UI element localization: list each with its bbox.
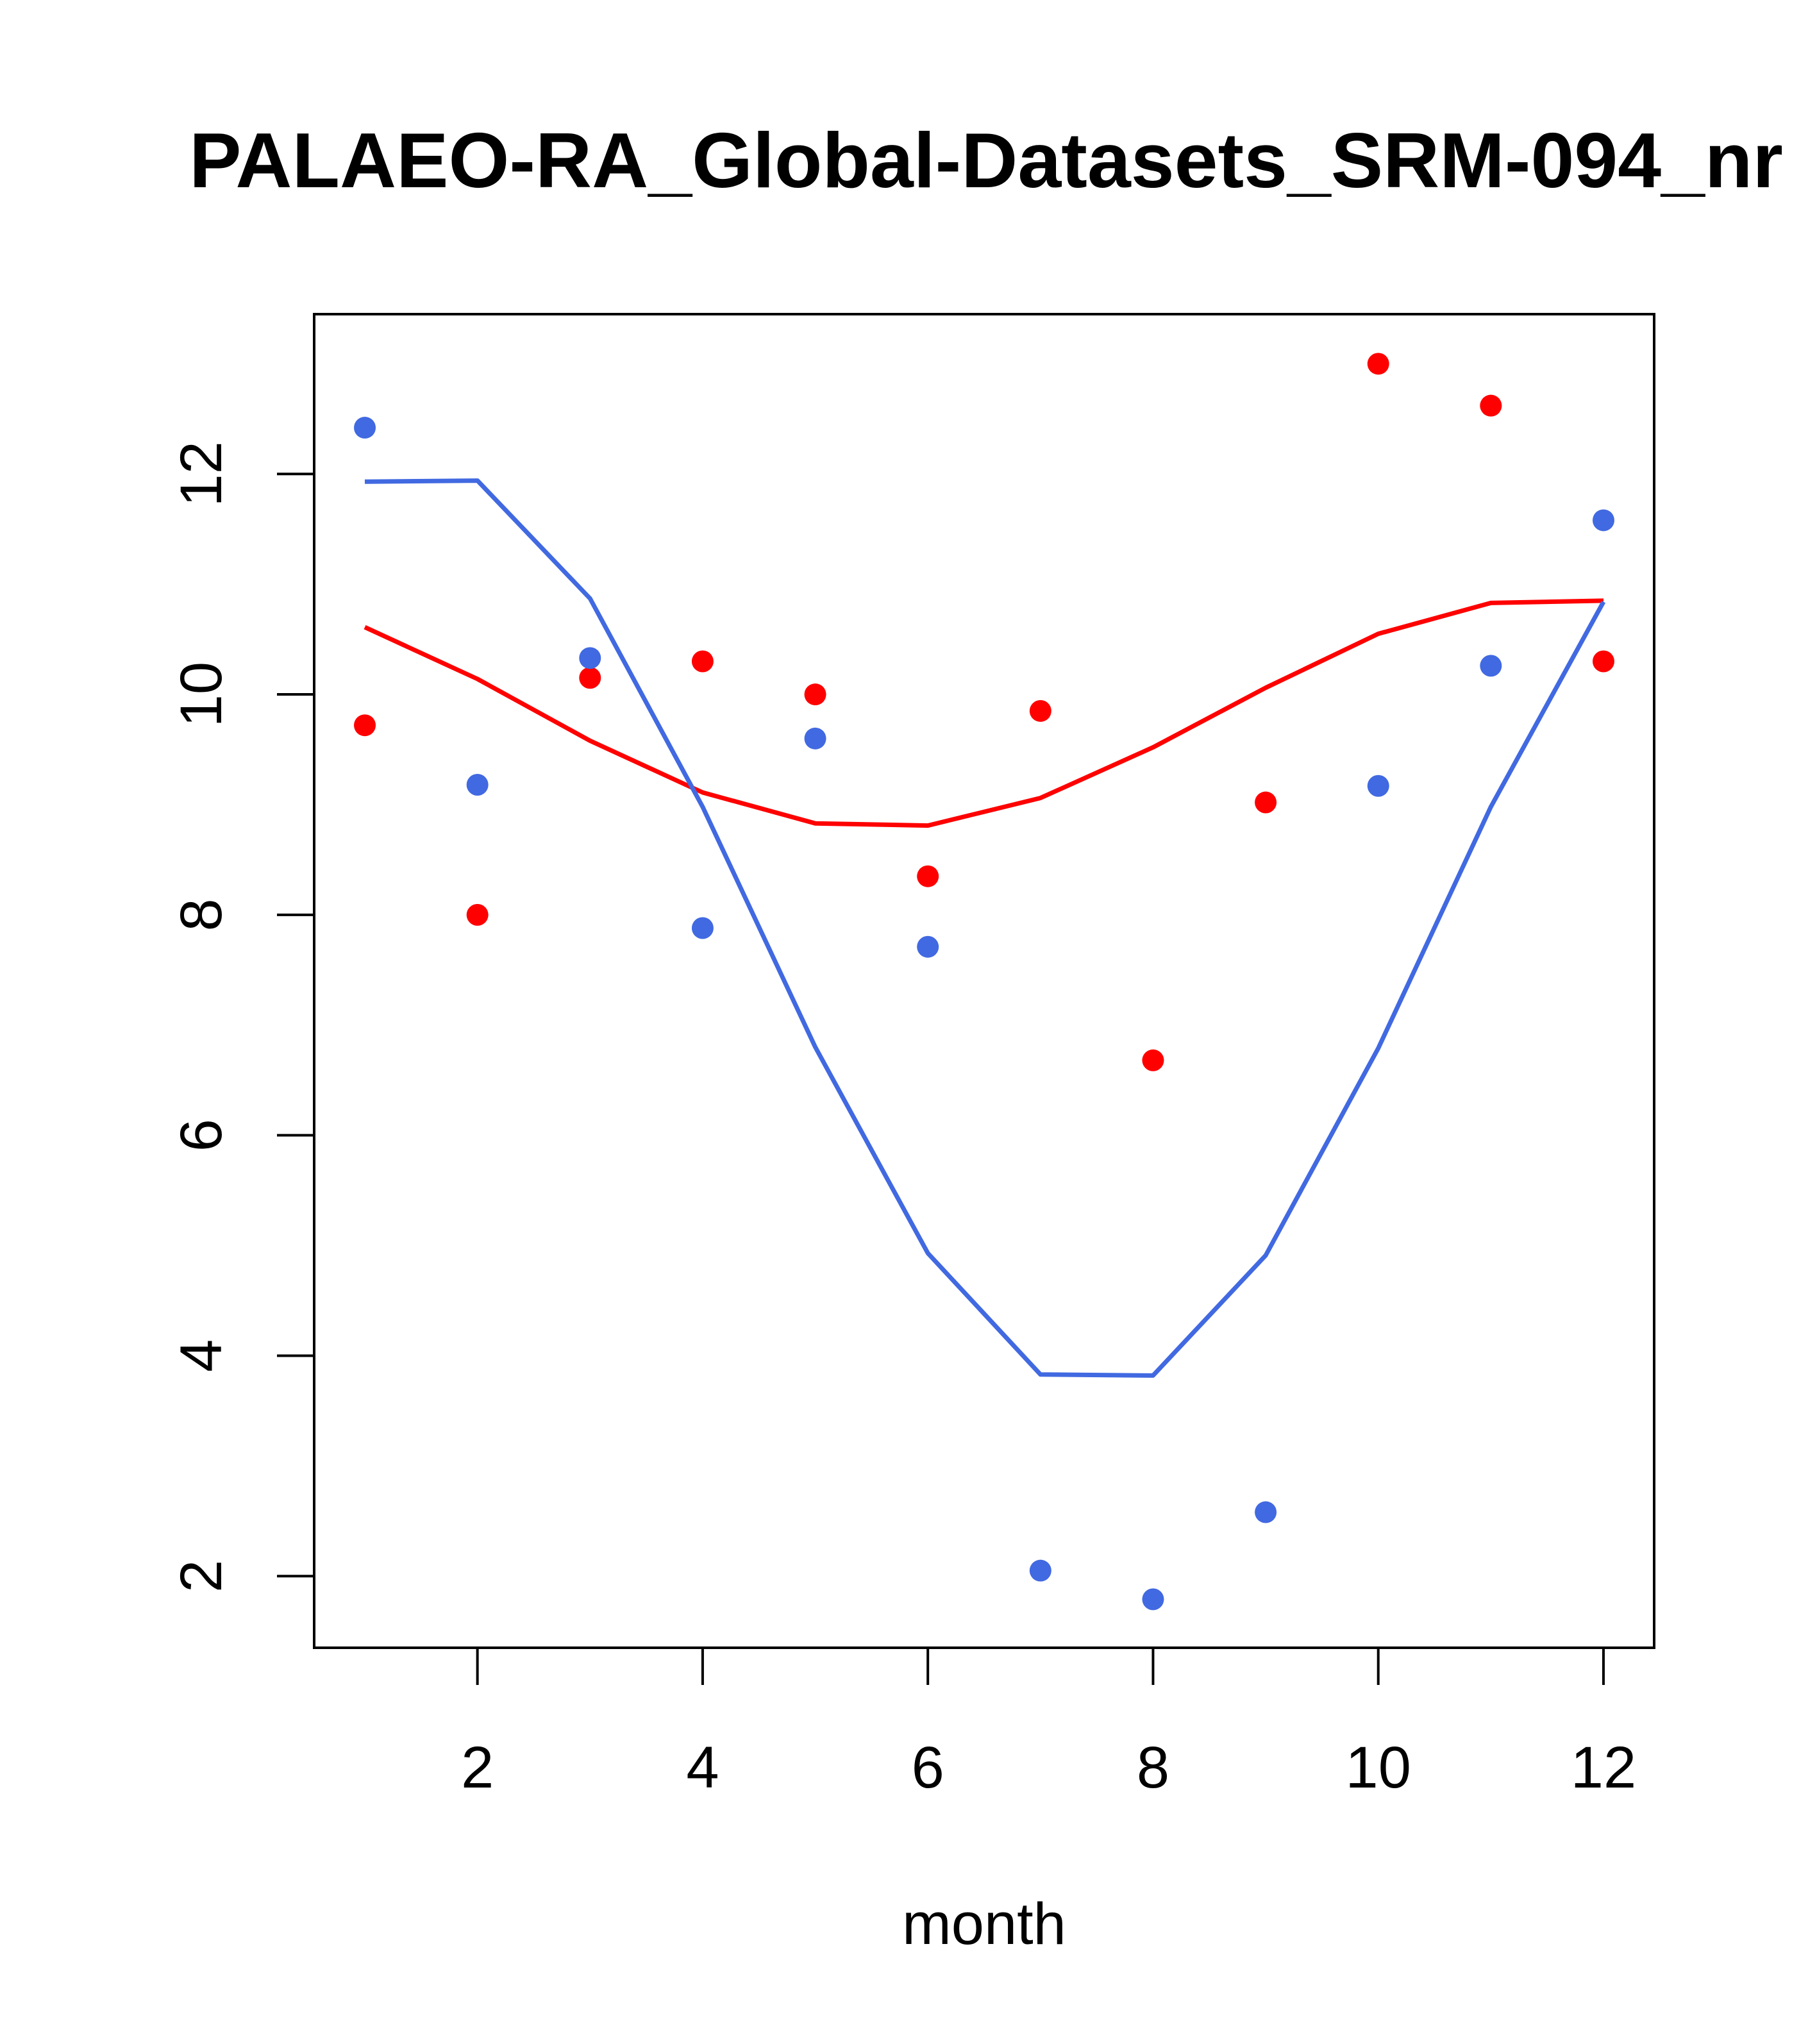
- series-lines: [364, 478, 1606, 1378]
- series-line: [364, 598, 1604, 828]
- data-point: [1029, 1559, 1051, 1582]
- y-tick-label: 8: [169, 898, 234, 931]
- chart-title: PALAEO-RA_Global-Datasets_SRM-094_nr: [189, 117, 1783, 204]
- x-tick-label: 10: [1346, 1735, 1411, 1800]
- data-point: [466, 774, 489, 796]
- y-tick-label: 6: [169, 1119, 234, 1152]
- x-axis-title: month: [902, 1891, 1066, 1957]
- data-point: [691, 917, 714, 939]
- data-point: [917, 865, 939, 887]
- data-point: [1367, 775, 1389, 797]
- data-point: [579, 667, 601, 689]
- data-point: [1255, 1501, 1277, 1523]
- x-axis: 2 4 6 8 10 12: [461, 1646, 1636, 1800]
- data-point: [1480, 655, 1502, 677]
- x-tick-label: 4: [686, 1735, 719, 1800]
- data-point: [466, 903, 489, 926]
- data-point: [917, 935, 939, 958]
- data-point: [579, 647, 601, 669]
- data-point: [1367, 353, 1389, 375]
- y-tick-label: 12: [169, 441, 234, 507]
- data-point: [691, 650, 714, 673]
- data-point: [1029, 699, 1051, 722]
- series-line: [364, 478, 1606, 1378]
- x-tick-label: 2: [461, 1735, 494, 1800]
- y-axis: 2 4 6 8 10 12: [169, 441, 315, 1593]
- y-tick-label: 10: [169, 662, 234, 727]
- x-tick-label: 12: [1571, 1735, 1636, 1800]
- data-point: [1592, 509, 1614, 532]
- y-tick-label: 2: [169, 1560, 234, 1593]
- x-tick-label: 8: [1137, 1735, 1169, 1800]
- data-point: [354, 714, 376, 737]
- y-tick-label: 4: [169, 1339, 234, 1372]
- data-point: [1255, 791, 1277, 814]
- series-points: [354, 353, 1614, 1611]
- data-point: [1480, 394, 1502, 417]
- data-point: [1142, 1588, 1164, 1611]
- data-point: [1142, 1049, 1164, 1071]
- data-point: [804, 683, 826, 706]
- data-point: [354, 417, 376, 439]
- data-point: [1592, 650, 1614, 673]
- data-point: [804, 727, 826, 750]
- x-tick-label: 6: [912, 1735, 944, 1800]
